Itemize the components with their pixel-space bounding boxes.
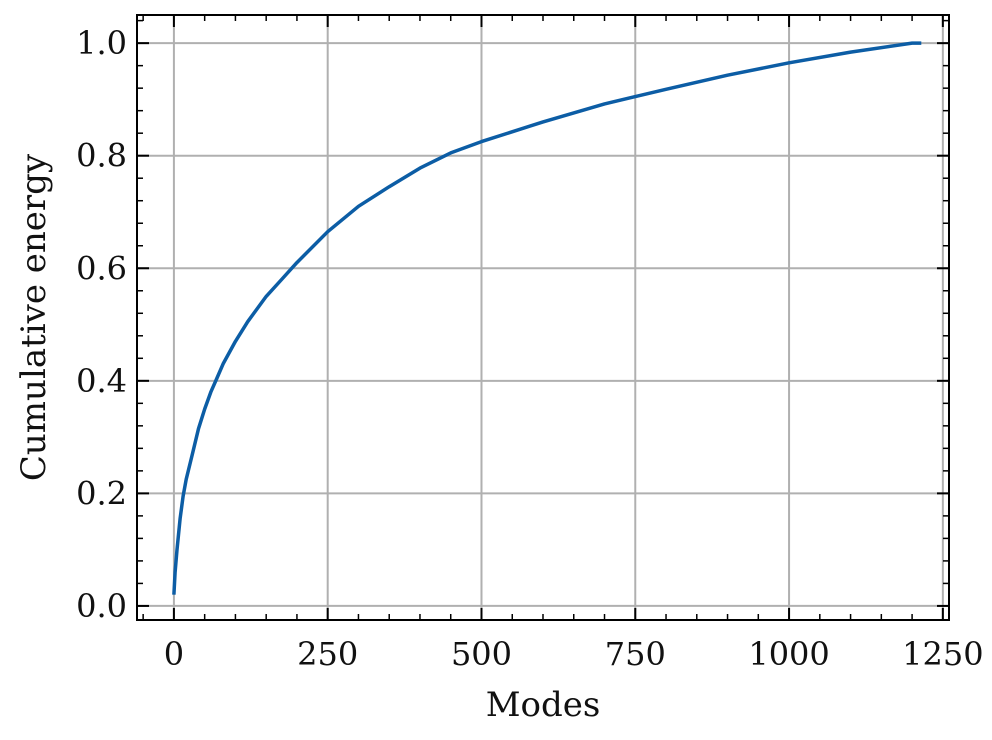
series-layer (172, 41, 922, 595)
x-tick-label: 1000 (748, 635, 829, 673)
y-tick-label: 0.4 (76, 362, 127, 400)
grid (137, 15, 949, 620)
x-tick-label: 750 (605, 635, 666, 673)
ticks (137, 15, 949, 620)
tick-labels: 0 250 500 750 1000 1250 0.0 0.2 0.4 0.6 0.8 1.0 (76, 24, 983, 673)
series-line (172, 41, 922, 595)
y-tick-label: 0.8 (76, 137, 127, 175)
x-tick-label: 500 (451, 635, 512, 673)
x-tick-label: 1250 (902, 635, 983, 673)
x-tick-label: 250 (297, 635, 358, 673)
x-axis-label: Modes (486, 685, 601, 725)
y-tick-label: 0.6 (76, 249, 127, 287)
y-axis-label: Cumulative energy (14, 153, 54, 481)
x-tick-label: 0 (164, 635, 184, 673)
y-tick-label: 1.0 (76, 24, 127, 62)
y-tick-label: 0.0 (76, 587, 127, 625)
y-tick-label: 0.2 (76, 474, 127, 512)
